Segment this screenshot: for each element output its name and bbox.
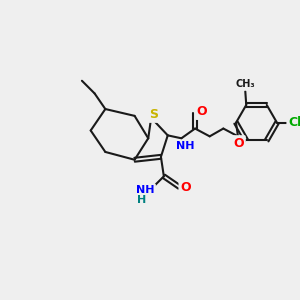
Text: H: H: [137, 195, 146, 205]
Text: O: O: [234, 137, 244, 150]
Text: O: O: [196, 106, 207, 118]
Text: NH: NH: [176, 141, 195, 151]
Text: O: O: [180, 181, 190, 194]
Text: Cl: Cl: [288, 116, 300, 129]
Text: S: S: [150, 108, 159, 122]
Text: CH₃: CH₃: [236, 80, 255, 89]
Text: NH: NH: [136, 185, 155, 195]
